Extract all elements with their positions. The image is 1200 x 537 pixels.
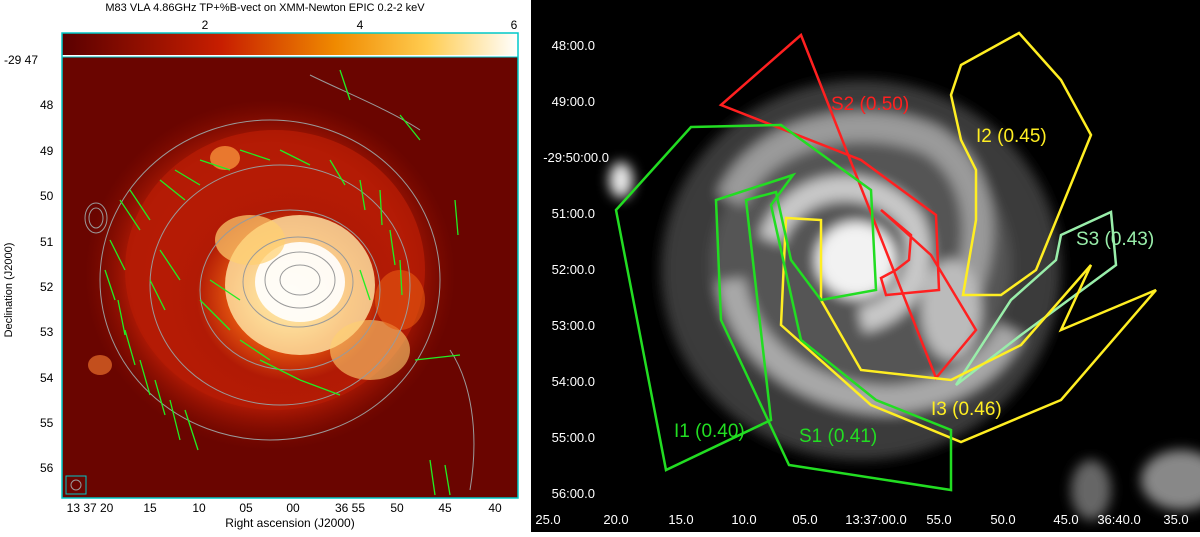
dec-label: 52:00.0	[552, 262, 595, 277]
region-s3	[954, 210, 1118, 386]
region-i1	[614, 123, 878, 472]
dec-label: 54	[40, 371, 54, 385]
dec-label: 51:00.0	[552, 206, 595, 221]
dec-label: 49:00.0	[552, 94, 595, 109]
colorbar-tick-2: 2	[202, 18, 209, 32]
ra-label: 20.0	[603, 512, 628, 527]
dec-label: 56:00.0	[552, 486, 595, 501]
dec-axis-labels-right: 48:00.0 49:00.0 -29:50:00.0 51:00.0 52:0…	[543, 38, 609, 501]
radio-contours	[84, 74, 475, 491]
region-s2	[718, 32, 978, 381]
ra-label: 36 55	[335, 501, 365, 515]
region-label-i1: I1 (0.40)	[674, 421, 745, 442]
ra-label: 13:37:00.0	[845, 512, 906, 527]
ra-label: 40	[488, 501, 502, 515]
dec-label: 48:00.0	[552, 38, 595, 53]
region-label-i2: I2 (0.45)	[976, 126, 1047, 147]
dec-label: 54:00.0	[552, 374, 595, 389]
dec-label: 55:00.0	[552, 430, 595, 445]
colorbar-tick-4: 4	[357, 18, 364, 32]
region-label-i3: I3 (0.46)	[931, 399, 1002, 420]
beam-marker	[65, 475, 87, 495]
image-frame	[61, 32, 519, 499]
xray-radio-panel: M83 VLA 4.86GHz TP+%B-vect on XMM-Newton…	[0, 0, 525, 532]
ra-label: 10	[192, 501, 206, 515]
dec-label: 50	[40, 189, 54, 203]
region-outlines	[614, 31, 1157, 492]
xray-image	[62, 57, 518, 498]
region-i3	[779, 216, 1157, 444]
dec-label: 56	[40, 461, 54, 475]
xray-radio-figure: M83 VLA 4.86GHz TP+%B-vect on XMM-Newton…	[3, 2, 519, 530]
ra-label: 25.0	[535, 512, 560, 527]
region-labels: S2 (0.50) I2 (0.45) S3 (0.43) I3 (0.46) …	[674, 94, 1154, 447]
figure-title: M83 VLA 4.86GHz TP+%B-vect on XMM-Newton…	[105, 2, 425, 14]
dec-label: 55	[40, 416, 54, 430]
ra-label: 55.0	[926, 512, 951, 527]
dec-label: 53:00.0	[552, 318, 595, 333]
arm-regions-figure: S2 (0.50) I2 (0.45) S3 (0.43) I3 (0.46) …	[531, 0, 1200, 532]
ra-label: 36:40.0	[1097, 512, 1140, 527]
grayscale-galaxy-image	[609, 80, 1200, 520]
ra-label: 13 37 20	[67, 501, 114, 515]
dec-axis-labels: -29 47 48 49 50 51 52 53 54 55 56	[4, 53, 54, 475]
region-s1	[714, 172, 953, 492]
colorbar	[62, 33, 518, 55]
ra-label: 15	[143, 501, 157, 515]
dec-label: 51	[40, 235, 54, 249]
ra-axis-labels: 13 37 20 15 10 05 00 36 55 50 45 40	[67, 501, 502, 515]
arm-regions-panel: S2 (0.50) I2 (0.45) S3 (0.43) I3 (0.46) …	[531, 0, 1200, 532]
region-label-s2: S2 (0.50)	[831, 94, 909, 115]
dec-label: -29:50:00.0	[543, 150, 609, 165]
dec-label: 49	[40, 144, 54, 158]
ra-label: 45.0	[1053, 512, 1078, 527]
dec-label: -29 47	[4, 53, 38, 67]
ra-label: 10.0	[731, 512, 756, 527]
b-vectors	[104, 69, 461, 496]
region-i2	[949, 31, 1093, 297]
dec-label: 48	[40, 98, 54, 112]
ra-label: 50	[390, 501, 404, 515]
region-label-s1: S1 (0.41)	[799, 426, 877, 447]
y-axis-label: Declination (J2000)	[3, 243, 15, 338]
region-label-s3: S3 (0.43)	[1076, 229, 1154, 250]
ra-label: 05	[239, 501, 253, 515]
ra-label: 50.0	[990, 512, 1015, 527]
dec-label: 53	[40, 325, 54, 339]
dec-label: 52	[40, 280, 54, 294]
ra-axis-labels-right: 25.0 20.0 15.0 10.0 05.0 13:37:00.0 55.0…	[535, 512, 1188, 527]
ra-label: 05.0	[792, 512, 817, 527]
ra-label: 00	[286, 501, 300, 515]
ra-label: 45	[438, 501, 452, 515]
colorbar-tick-6: 6	[511, 18, 518, 32]
x-axis-label: Right ascension (J2000)	[225, 516, 354, 530]
ra-label: 35.0	[1163, 512, 1188, 527]
ra-label: 15.0	[668, 512, 693, 527]
